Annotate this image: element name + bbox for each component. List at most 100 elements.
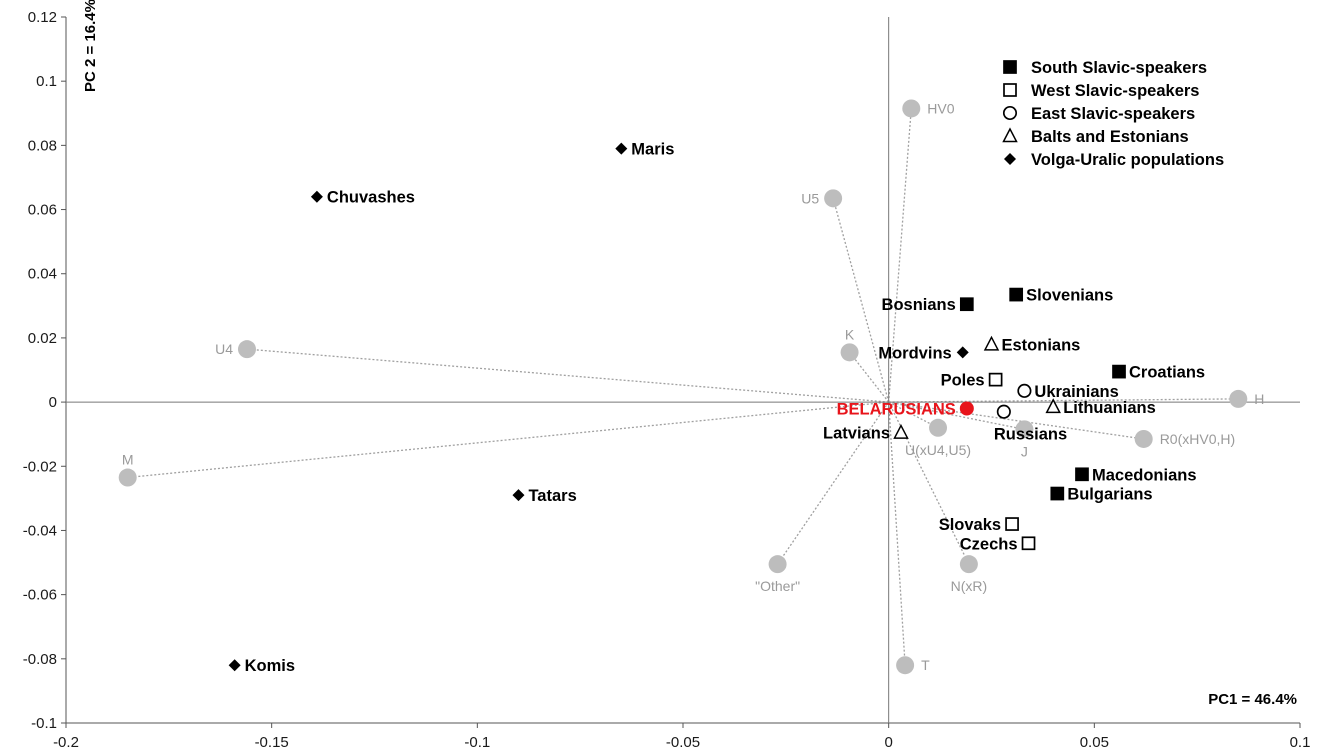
y-tick-label: 0.04 bbox=[28, 266, 57, 283]
loading-line-m bbox=[127, 401, 889, 479]
population-point-tatars bbox=[512, 489, 525, 502]
loading-vectors: HV0 U5 U4 K H R0(xHV0,H) J U(xU4,U5) M "Other" N(x… bbox=[118, 99, 1264, 675]
population-point-czechs bbox=[1021, 536, 1036, 551]
loading-label-u4: U4 bbox=[215, 341, 233, 357]
population-point-maris bbox=[615, 142, 628, 155]
x-tick-label: 0 bbox=[884, 734, 892, 751]
x-tick-label: -0.15 bbox=[255, 734, 289, 751]
loading-point-u4 bbox=[237, 340, 256, 359]
y-tick-label: -0.1 bbox=[31, 715, 57, 732]
legend-label-balts-and-estonians: Balts and Estonians bbox=[1031, 128, 1189, 146]
x-tick-label: -0.05 bbox=[666, 734, 700, 751]
legend-label-west-slavic-speakers: West Slavic-speakers bbox=[1031, 82, 1199, 100]
y-tick-label: -0.08 bbox=[23, 651, 57, 668]
population-point-chuvashes bbox=[310, 190, 323, 203]
population-point-poles bbox=[988, 372, 1003, 387]
population-points: Maris Chuvashes Tatars Komis Mordvins Bosnian… bbox=[228, 141, 1205, 675]
loading-label-t: T bbox=[921, 657, 930, 673]
loading-line-other bbox=[777, 401, 890, 565]
population-label-macedonians: Macedonians bbox=[1092, 466, 1197, 484]
loading-line-r0-xhv0-h bbox=[888, 401, 1144, 440]
population-point-slovenians bbox=[1009, 287, 1024, 302]
loading-point-h bbox=[1229, 389, 1248, 408]
loading-lines bbox=[127, 108, 1239, 666]
x-tick-label: 0.1 bbox=[1290, 734, 1311, 751]
loading-line-u-xu4-u5 bbox=[888, 401, 939, 429]
population-label-poles: Poles bbox=[941, 372, 985, 390]
population-label-chuvashes: Chuvashes bbox=[327, 189, 415, 207]
axes: 0.12 0.1 0.08 0.06 0.04 0.02 0 -0.02 -0.04 -0.06 -… bbox=[23, 9, 1311, 751]
loading-label-k: K bbox=[845, 326, 855, 342]
loading-label-u5: U5 bbox=[801, 190, 819, 206]
loading-point-j bbox=[1015, 420, 1034, 439]
loading-point-r0-xhv0-h bbox=[1134, 429, 1153, 448]
loading-line-j bbox=[888, 401, 1025, 431]
population-point-lithuanians bbox=[1045, 398, 1061, 414]
loading-label-hv0: HV0 bbox=[927, 100, 954, 116]
y-axis-title: PC 2 = 16.4% bbox=[82, 0, 99, 92]
loading-line-k bbox=[849, 351, 890, 403]
legend-marker-volga-uralic-populations bbox=[1004, 153, 1016, 165]
legend: South Slavic-speakers West Slavic-speaker… bbox=[1002, 59, 1224, 169]
loading-line-hv0 bbox=[888, 108, 912, 403]
population-label-czechs: Czechs bbox=[960, 535, 1018, 553]
loading-line-t bbox=[888, 402, 906, 666]
population-label-belarusians: BELARUSIANS bbox=[837, 401, 956, 419]
population-label-komis: Komis bbox=[245, 657, 295, 675]
loading-point-u5 bbox=[824, 189, 843, 208]
population-label-tatars: Tatars bbox=[528, 487, 576, 505]
population-point-belarusians bbox=[959, 401, 974, 416]
population-point-estonians bbox=[983, 335, 1000, 351]
legend-marker-west-slavic-speakers bbox=[1003, 83, 1017, 97]
population-point-bosnians bbox=[959, 297, 974, 312]
loading-point-other bbox=[768, 555, 787, 574]
population-label-slovaks: Slovaks bbox=[939, 516, 1001, 534]
population-label-mordvins: Mordvins bbox=[878, 344, 951, 362]
loading-label-h: H bbox=[1254, 391, 1264, 407]
population-point-bulgarians bbox=[1050, 486, 1065, 501]
x-tick-label: -0.2 bbox=[53, 734, 79, 751]
population-point-latvians bbox=[893, 423, 909, 439]
population-label-slovenians: Slovenians bbox=[1026, 287, 1113, 305]
legend-marker-balts-and-estonians bbox=[1002, 127, 1018, 143]
legend-label-volga-uralic-populations: Volga-Uralic populations bbox=[1031, 151, 1224, 169]
loading-point-hv0 bbox=[902, 99, 921, 118]
y-tick-label: 0.12 bbox=[28, 9, 57, 26]
population-point-mordvins bbox=[956, 346, 969, 359]
legend-label-east-slavic-speakers: East Slavic-speakers bbox=[1031, 105, 1195, 123]
x-tick-label: 0.05 bbox=[1080, 734, 1109, 751]
y-tick-label: -0.06 bbox=[23, 587, 57, 604]
population-label-estonians: Estonians bbox=[1002, 336, 1081, 354]
legend-marker-south-slavic-speakers bbox=[1003, 60, 1017, 74]
loading-label-other: "Other" bbox=[755, 578, 800, 594]
population-point-slovaks bbox=[1005, 517, 1019, 531]
loading-label-u-xu4-u5: U(xU4,U5) bbox=[905, 442, 971, 458]
population-point-komis bbox=[228, 659, 241, 672]
y-tick-label: 0.02 bbox=[28, 330, 57, 347]
loading-label-j: J bbox=[1021, 443, 1028, 459]
population-label-bosnians: Bosnians bbox=[882, 296, 956, 314]
legend-marker-east-slavic-speakers bbox=[1002, 105, 1018, 121]
y-tick-label: 0.08 bbox=[28, 137, 57, 154]
population-label-croatians: Croatians bbox=[1129, 364, 1205, 382]
population-label-russians: Russians bbox=[994, 426, 1067, 444]
population-point-ukrainians bbox=[1017, 383, 1032, 398]
loading-line-u5 bbox=[832, 198, 890, 403]
loading-label-r0-xhv0-h: R0(xHV0,H) bbox=[1160, 431, 1235, 447]
y-tick-label: -0.04 bbox=[23, 522, 57, 539]
y-tick-label: 0 bbox=[49, 394, 57, 411]
loading-line-u4 bbox=[246, 348, 889, 403]
population-label-bulgarians: Bulgarians bbox=[1067, 486, 1152, 504]
loading-label-n-xr: N(xR) bbox=[951, 578, 988, 594]
x-axis-title: PC1 = 46.4% bbox=[1208, 691, 1297, 708]
population-label-latvians: Latvians bbox=[823, 425, 890, 443]
x-tick-label: -0.1 bbox=[464, 734, 490, 751]
loading-point-t bbox=[896, 656, 915, 675]
population-label-lithuanians: Lithuanians bbox=[1063, 399, 1156, 417]
loading-point-k bbox=[840, 343, 859, 362]
loading-point-n-xr bbox=[959, 555, 978, 574]
y-tick-label: 0.1 bbox=[36, 73, 57, 90]
population-label-ukrainians: Ukrainians bbox=[1034, 383, 1118, 401]
population-point-macedonians bbox=[1075, 467, 1089, 482]
y-tick-label: 0.06 bbox=[28, 202, 57, 219]
